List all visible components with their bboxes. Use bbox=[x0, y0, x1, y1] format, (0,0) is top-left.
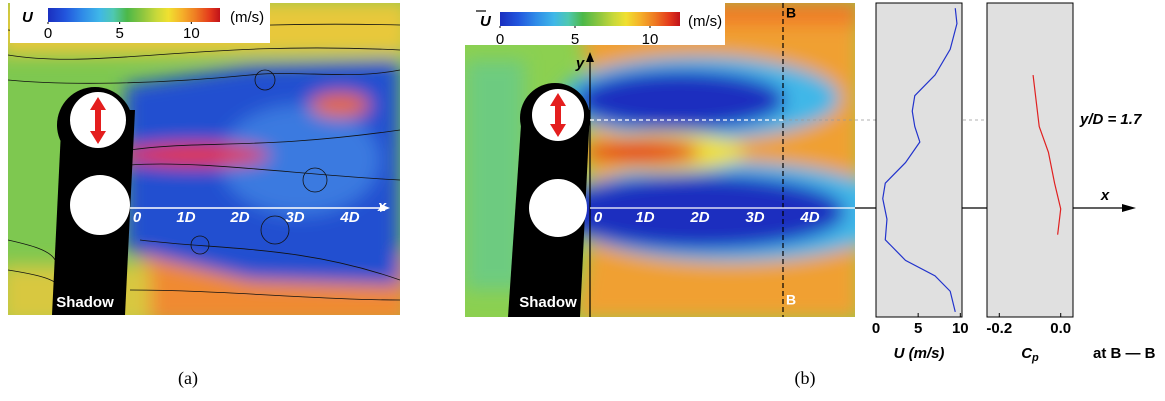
x-tick-label: 4D bbox=[339, 209, 359, 226]
colorbar-tick-label: 10 bbox=[183, 25, 200, 42]
colorbar-scale bbox=[48, 8, 220, 22]
x-tick-label: 0 bbox=[133, 209, 142, 226]
x-axis-label: U (m/s) bbox=[894, 345, 945, 362]
x-tick-label: 10 bbox=[952, 320, 969, 337]
caption: (a) bbox=[178, 368, 198, 389]
velocity-field-b-shape-shape bbox=[580, 139, 700, 165]
colorbar-tick-label: 0 bbox=[44, 25, 52, 42]
x-tick-label: 5 bbox=[914, 320, 922, 337]
shadow-label: Shadow bbox=[519, 294, 577, 311]
model-a: Shadow bbox=[52, 87, 135, 315]
caption: (b) bbox=[795, 368, 816, 389]
colorbar-unit: (m/s) bbox=[230, 9, 264, 26]
x-axis-label: x bbox=[1100, 187, 1110, 204]
x-tick-label: 3D bbox=[285, 209, 304, 226]
velocity-field-a-shape-shape bbox=[310, 93, 370, 117]
x-tick-label: 0.0 bbox=[1050, 320, 1071, 337]
x-tick-label: 0 bbox=[872, 320, 880, 337]
x-tick-label: 2D bbox=[689, 209, 709, 226]
velocity-field-a-shape-shape bbox=[120, 144, 270, 166]
colorbar-tick-label: 0 bbox=[496, 31, 504, 48]
x-axis-label: x bbox=[377, 198, 387, 215]
x-tick-label: 0 bbox=[594, 209, 603, 226]
axis-b-shape bbox=[1122, 204, 1136, 212]
x-tick-label: 3D bbox=[745, 209, 764, 226]
shadow-label: Shadow bbox=[56, 294, 114, 311]
x-tick-label: 4D bbox=[799, 209, 819, 226]
x-axis-label-text: U (m/s) bbox=[894, 345, 945, 362]
model-b: Shadow bbox=[508, 83, 590, 317]
figure: U (m/s) Shadow 0 1D 2D 3D 4D x (a) U (m/… bbox=[0, 0, 1165, 401]
y-axis-label: y bbox=[575, 55, 585, 72]
colorbar-tick-label: 5 bbox=[115, 25, 123, 42]
x-tick-label: 1D bbox=[176, 209, 195, 226]
annotation: y/D = 1.7 bbox=[1079, 111, 1142, 128]
section-label: B bbox=[786, 5, 796, 21]
colorbar-unit: (m/s) bbox=[688, 13, 722, 30]
x-tick-label: 2D bbox=[229, 209, 249, 226]
colorbar-scale bbox=[500, 12, 680, 26]
colorbar-tick-label: 5 bbox=[571, 31, 579, 48]
x-tick-label: 1D bbox=[635, 209, 654, 226]
x-axis-label: Cp bbox=[1021, 345, 1039, 364]
model-b-shape bbox=[529, 179, 587, 237]
colorbar-tick-label: 10 bbox=[642, 31, 659, 48]
colorbar-label: U bbox=[480, 13, 492, 30]
annotation: at B — B bbox=[1093, 345, 1156, 362]
plot-area bbox=[987, 3, 1073, 317]
x-tick-label: -0.2 bbox=[986, 320, 1012, 337]
model-a-shape bbox=[70, 175, 130, 235]
section-label: B bbox=[786, 292, 796, 308]
velocity-field-b-shape-shape bbox=[575, 70, 785, 130]
x-axis-label-subscript: p bbox=[1031, 352, 1039, 364]
colorbar-label: U bbox=[22, 9, 34, 26]
